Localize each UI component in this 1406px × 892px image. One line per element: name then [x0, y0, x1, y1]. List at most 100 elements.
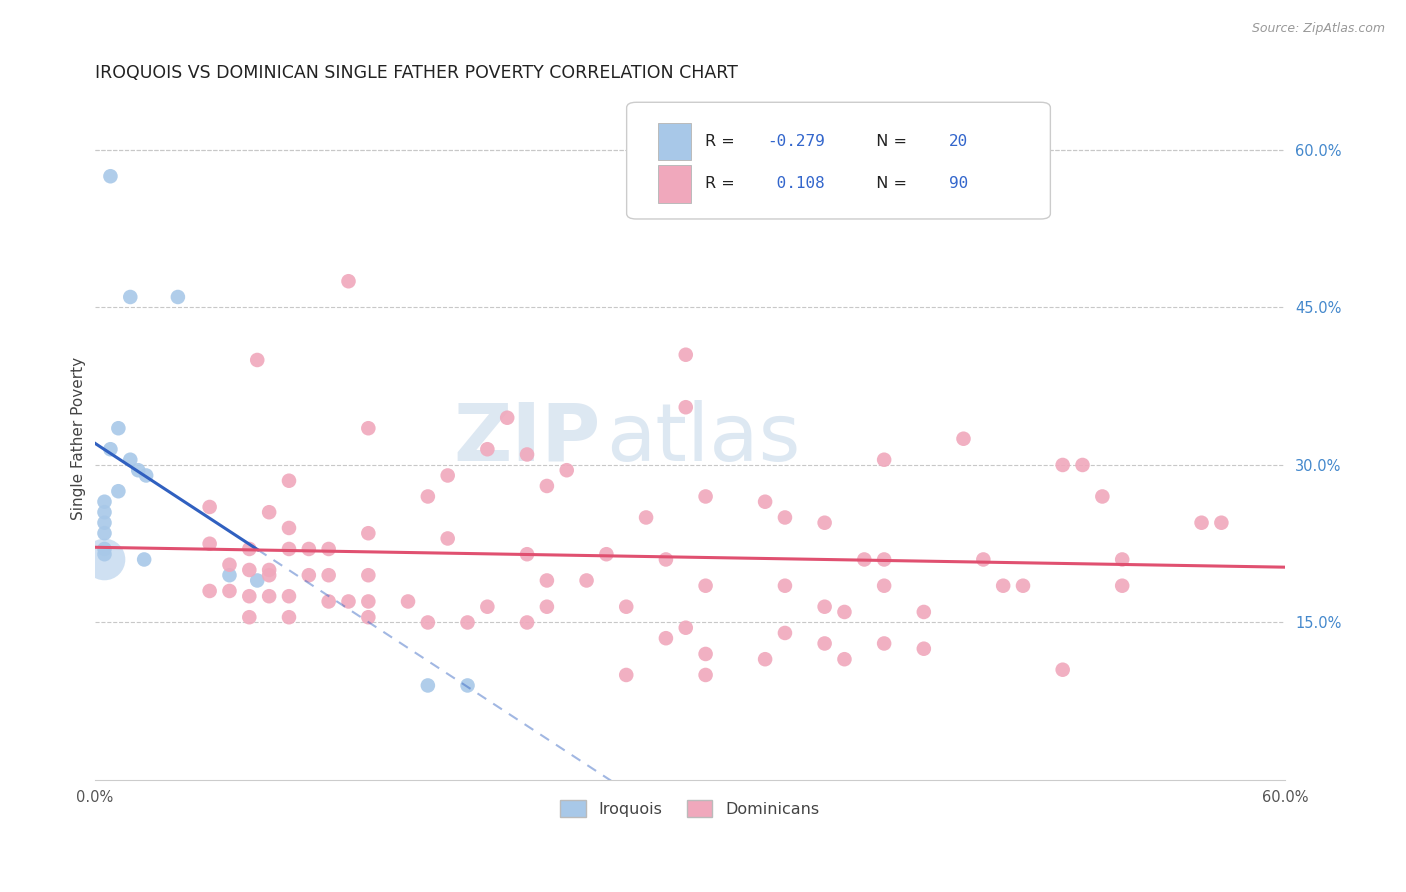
Point: [257, 589, 280, 603]
Point: [93, 547, 115, 561]
Point: [675, 348, 697, 362]
Point: [278, 610, 301, 624]
Point: [127, 463, 149, 477]
Point: [120, 290, 142, 304]
Point: [1211, 516, 1233, 530]
Point: [416, 615, 439, 630]
Point: [655, 552, 678, 566]
Point: [318, 594, 340, 608]
Text: 20: 20: [949, 134, 969, 149]
Point: [873, 452, 896, 467]
Y-axis label: Single Father Poverty: Single Father Poverty: [72, 357, 86, 520]
Point: [555, 463, 578, 477]
Point: [257, 563, 280, 577]
Text: N =: N =: [866, 134, 912, 149]
Point: [167, 290, 190, 304]
Text: 90: 90: [949, 177, 969, 192]
Point: [238, 589, 260, 603]
Point: [754, 652, 776, 666]
Point: [93, 552, 115, 566]
Point: [536, 479, 558, 493]
Point: [278, 474, 301, 488]
Point: [873, 552, 896, 566]
Point: [695, 579, 717, 593]
Point: [416, 490, 439, 504]
Point: [912, 641, 935, 656]
Text: N =: N =: [866, 177, 912, 192]
Point: [516, 615, 538, 630]
Point: [100, 442, 122, 457]
Text: 0.108: 0.108: [768, 177, 825, 192]
Point: [318, 541, 340, 556]
Point: [218, 558, 240, 572]
Point: [1111, 552, 1133, 566]
Point: [636, 510, 658, 524]
Point: [357, 610, 380, 624]
Point: [457, 678, 479, 692]
Point: [107, 421, 129, 435]
Point: [396, 594, 419, 608]
Point: [814, 599, 837, 614]
Point: [198, 584, 221, 599]
Point: [814, 636, 837, 650]
Point: [536, 599, 558, 614]
Text: IROQUOIS VS DOMINICAN SINGLE FATHER POVERTY CORRELATION CHART: IROQUOIS VS DOMINICAN SINGLE FATHER POVE…: [94, 64, 738, 82]
Point: [318, 568, 340, 582]
Point: [357, 526, 380, 541]
Point: [357, 421, 380, 435]
Point: [416, 678, 439, 692]
Point: [135, 468, 157, 483]
Point: [198, 500, 221, 514]
Point: [436, 468, 458, 483]
Point: [695, 668, 717, 682]
Point: [1052, 458, 1074, 472]
Point: [655, 631, 678, 645]
Point: [107, 484, 129, 499]
Text: Source: ZipAtlas.com: Source: ZipAtlas.com: [1251, 22, 1385, 36]
Legend: Iroquois, Dominicans: Iroquois, Dominicans: [554, 794, 825, 823]
Point: [218, 584, 240, 599]
Point: [614, 668, 637, 682]
Point: [238, 610, 260, 624]
Point: [773, 626, 796, 640]
Point: [93, 516, 115, 530]
Point: [595, 547, 617, 561]
Point: [496, 410, 519, 425]
Point: [278, 541, 301, 556]
Point: [1191, 516, 1213, 530]
Point: [516, 448, 538, 462]
FancyBboxPatch shape: [658, 165, 690, 202]
Point: [477, 599, 499, 614]
Point: [773, 579, 796, 593]
Point: [436, 532, 458, 546]
Point: [246, 353, 269, 368]
Point: [614, 599, 637, 614]
Point: [575, 574, 598, 588]
Point: [246, 574, 269, 588]
Text: R =: R =: [706, 177, 740, 192]
Point: [952, 432, 974, 446]
Point: [695, 647, 717, 661]
Point: [1071, 458, 1094, 472]
Text: atlas: atlas: [606, 400, 801, 478]
Text: -0.279: -0.279: [768, 134, 825, 149]
Point: [120, 452, 142, 467]
Point: [93, 494, 115, 508]
Point: [93, 541, 115, 556]
Point: [675, 401, 697, 415]
FancyBboxPatch shape: [658, 123, 690, 161]
Point: [238, 541, 260, 556]
Point: [1091, 490, 1114, 504]
Point: [477, 442, 499, 457]
Point: [834, 605, 856, 619]
Point: [695, 490, 717, 504]
Text: ZIP: ZIP: [453, 400, 600, 478]
Point: [337, 594, 360, 608]
Point: [100, 169, 122, 184]
Text: R =: R =: [706, 134, 740, 149]
Point: [93, 526, 115, 541]
Point: [457, 615, 479, 630]
Point: [536, 574, 558, 588]
Point: [516, 547, 538, 561]
Point: [814, 516, 837, 530]
